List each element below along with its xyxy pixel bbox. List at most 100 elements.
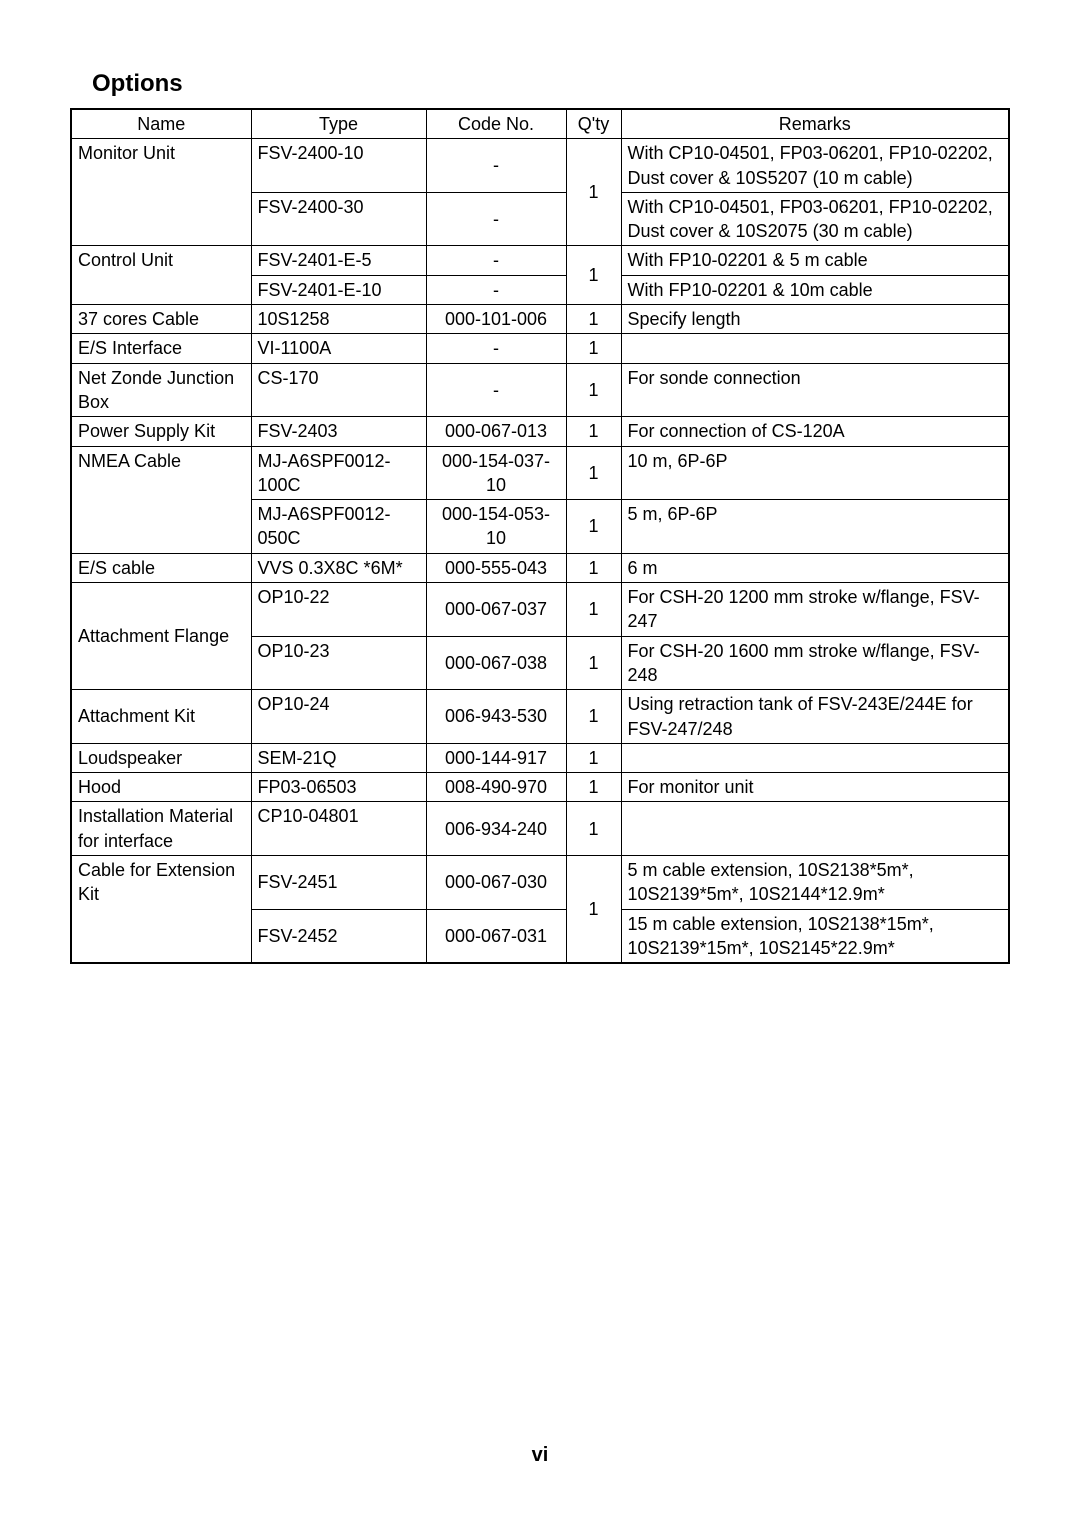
cell-code: - <box>426 275 566 304</box>
cell-name: Installation Material for interface <box>71 802 251 856</box>
cell-type: MJ-A6SPF0012-050C <box>251 500 426 554</box>
cell-type: FSV-2452 <box>251 909 426 963</box>
cell-code: - <box>426 246 566 275</box>
col-type: Type <box>251 109 426 139</box>
cell-remarks: With FP10-02201 & 10m cable <box>621 275 1009 304</box>
table-row: Cable for Extension KitFSV-2451000-067-0… <box>71 856 1009 910</box>
cell-type: FSV-2400-10 <box>251 139 426 193</box>
cell-name: Net Zonde Junction Box <box>71 363 251 417</box>
table-row: Control UnitFSV-2401-E-5-1With FP10-0220… <box>71 246 1009 275</box>
table-row: NMEA CableMJ-A6SPF0012-100C000-154-037-1… <box>71 446 1009 500</box>
cell-remarks: 10 m, 6P-6P <box>621 446 1009 500</box>
cell-remarks: For monitor unit <box>621 773 1009 802</box>
cell-remarks: 5 m, 6P-6P <box>621 500 1009 554</box>
cell-name: 37 cores Cable <box>71 305 251 334</box>
col-name: Name <box>71 109 251 139</box>
cell-code: 000-067-013 <box>426 417 566 446</box>
cell-remarks <box>621 334 1009 363</box>
cell-type: CS-170 <box>251 363 426 417</box>
options-table: Name Type Code No. Q'ty Remarks Monitor … <box>70 108 1010 964</box>
cell-qty: 1 <box>566 583 621 637</box>
cell-name: Power Supply Kit <box>71 417 251 446</box>
cell-remarks: 5 m cable extension, 10S2138*5m*, 10S213… <box>621 856 1009 910</box>
cell-name: Control Unit <box>71 246 251 305</box>
cell-type: 10S1258 <box>251 305 426 334</box>
cell-qty: 1 <box>566 636 621 690</box>
cell-code: - <box>426 192 566 246</box>
cell-code: 006-943-530 <box>426 690 566 744</box>
cell-type: OP10-22 <box>251 583 426 637</box>
cell-type: FSV-2401-E-10 <box>251 275 426 304</box>
col-code: Code No. <box>426 109 566 139</box>
cell-type: FSV-2401-E-5 <box>251 246 426 275</box>
cell-remarks: With FP10-02201 & 5 m cable <box>621 246 1009 275</box>
table-row: HoodFP03-06503008-490-9701For monitor un… <box>71 773 1009 802</box>
cell-name: NMEA Cable <box>71 446 251 553</box>
table-row: 37 cores Cable10S1258000-101-0061Specify… <box>71 305 1009 334</box>
cell-code: 000-154-037-10 <box>426 446 566 500</box>
cell-remarks: For CSH-20 1200 mm stroke w/flange, FSV-… <box>621 583 1009 637</box>
cell-qty: 1 <box>566 363 621 417</box>
cell-remarks: For CSH-20 1600 mm stroke w/flange, FSV-… <box>621 636 1009 690</box>
table-row: LoudspeakerSEM-21Q000-144-9171 <box>71 743 1009 772</box>
cell-qty: 1 <box>566 553 621 582</box>
cell-code: 000-101-006 <box>426 305 566 334</box>
cell-code: 000-144-917 <box>426 743 566 772</box>
cell-code: - <box>426 334 566 363</box>
page-number: vi <box>0 1444 1080 1467</box>
cell-remarks: Using retraction tank of FSV-243E/244E f… <box>621 690 1009 744</box>
cell-qty: 1 <box>566 802 621 856</box>
cell-name: Cable for Extension Kit <box>71 856 251 964</box>
cell-type: VI-1100A <box>251 334 426 363</box>
cell-code: 006-934-240 <box>426 802 566 856</box>
cell-qty: 1 <box>566 446 621 500</box>
cell-type: FSV-2403 <box>251 417 426 446</box>
cell-name: Attachment Kit <box>71 690 251 744</box>
cell-qty: 1 <box>566 500 621 554</box>
cell-name: Hood <box>71 773 251 802</box>
cell-name: E/S Interface <box>71 334 251 363</box>
cell-name: Attachment Flange <box>71 583 251 690</box>
cell-remarks: With CP10-04501, FP03-06201, FP10-02202,… <box>621 192 1009 246</box>
cell-type: OP10-24 <box>251 690 426 744</box>
table-row: Attachment FlangeOP10-22000-067-0371For … <box>71 583 1009 637</box>
cell-remarks: 6 m <box>621 553 1009 582</box>
cell-qty: 1 <box>566 417 621 446</box>
cell-qty: 1 <box>566 773 621 802</box>
cell-remarks: For sonde connection <box>621 363 1009 417</box>
col-remarks: Remarks <box>621 109 1009 139</box>
col-qty: Q'ty <box>566 109 621 139</box>
cell-type: FSV-2400-30 <box>251 192 426 246</box>
cell-code: 000-067-038 <box>426 636 566 690</box>
table-row: Attachment KitOP10-24006-943-5301Using r… <box>71 690 1009 744</box>
cell-type: SEM-21Q <box>251 743 426 772</box>
cell-remarks <box>621 802 1009 856</box>
cell-qty: 1 <box>566 743 621 772</box>
cell-qty: 1 <box>566 690 621 744</box>
table-row: E/S cableVVS 0.3X8C *6M*000-555-04316 m <box>71 553 1009 582</box>
cell-type: FP03-06503 <box>251 773 426 802</box>
cell-name: Loudspeaker <box>71 743 251 772</box>
table-row: E/S InterfaceVI-1100A-1 <box>71 334 1009 363</box>
cell-code: - <box>426 139 566 193</box>
cell-code: 008-490-970 <box>426 773 566 802</box>
cell-code: 000-067-030 <box>426 856 566 910</box>
cell-remarks <box>621 743 1009 772</box>
cell-qty: 1 <box>566 856 621 964</box>
cell-type: CP10-04801 <box>251 802 426 856</box>
cell-type: VVS 0.3X8C *6M* <box>251 553 426 582</box>
cell-name: Monitor Unit <box>71 139 251 246</box>
cell-code: 000-555-043 <box>426 553 566 582</box>
cell-qty: 1 <box>566 139 621 246</box>
section-title: Options <box>92 70 1010 98</box>
table-row: Monitor UnitFSV-2400-10-1With CP10-04501… <box>71 139 1009 193</box>
cell-type: OP10-23 <box>251 636 426 690</box>
cell-code: 000-154-053-10 <box>426 500 566 554</box>
table-row: Net Zonde Junction BoxCS-170-1For sonde … <box>71 363 1009 417</box>
table-header-row: Name Type Code No. Q'ty Remarks <box>71 109 1009 139</box>
table-row: Installation Material for interfaceCP10-… <box>71 802 1009 856</box>
table-row: Power Supply KitFSV-2403000-067-0131For … <box>71 417 1009 446</box>
cell-qty: 1 <box>566 334 621 363</box>
cell-remarks: 15 m cable extension, 10S2138*15m*, 10S2… <box>621 909 1009 963</box>
cell-remarks: Specify length <box>621 305 1009 334</box>
